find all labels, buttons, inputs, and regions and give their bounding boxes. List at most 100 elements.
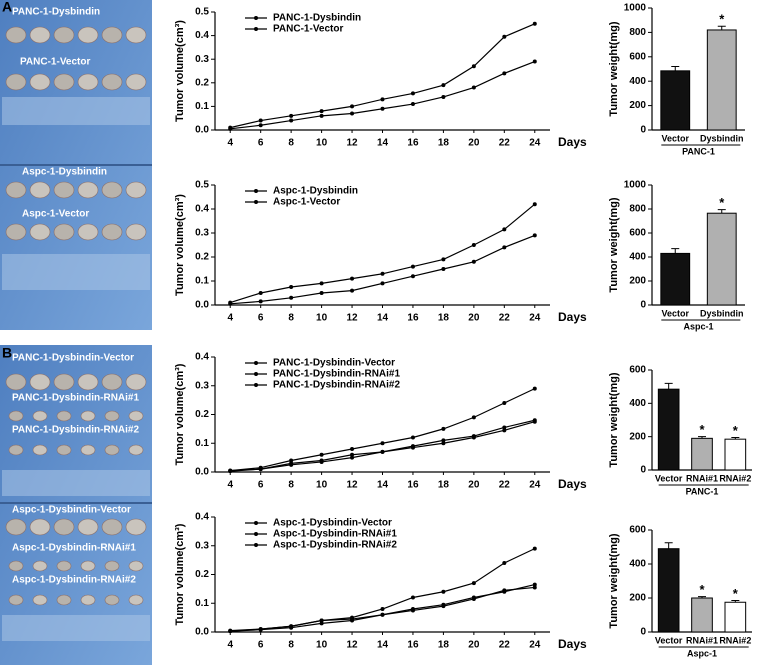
significance: * — [699, 582, 705, 597]
x-tick-label: 8 — [288, 480, 294, 491]
error-bar — [664, 382, 673, 390]
x-tick-label: 18 — [438, 313, 450, 324]
photo-label: PANC-1-Dysbindin — [12, 7, 100, 18]
series-point — [380, 97, 385, 102]
legend-label: PANC-1-Dysbindin-RNAi#1 — [273, 369, 400, 380]
x-tick-label: 12 — [346, 640, 358, 651]
tumor — [104, 444, 120, 456]
x-tick-label: 20 — [468, 480, 480, 491]
tumor — [29, 518, 51, 536]
y-tick-label: 0.2 — [195, 409, 209, 420]
series-point — [441, 441, 446, 446]
tumor — [125, 223, 147, 241]
series-point — [532, 233, 537, 238]
series-point — [502, 227, 507, 232]
series-point — [350, 111, 355, 116]
bar — [660, 252, 691, 306]
y-tick-label: 1000 — [624, 3, 647, 14]
y-tick-label: 600 — [629, 228, 646, 239]
x-tick-label: 20 — [468, 138, 480, 149]
legend-label: Aspc-1-Dysbindin-RNAi#2 — [273, 540, 397, 551]
x-tick-label: Vector — [661, 308, 689, 318]
tumor — [32, 594, 48, 606]
series-point — [258, 299, 263, 304]
tumor — [101, 223, 123, 241]
legend-marker — [254, 189, 258, 193]
tumor — [5, 518, 27, 536]
series-point — [410, 91, 415, 96]
legend-label: Aspc-1-Vector — [273, 197, 340, 208]
x-tick-label: 16 — [407, 313, 419, 324]
x-tick-label: 16 — [407, 640, 419, 651]
series-line — [230, 419, 535, 472]
series-point — [380, 607, 385, 611]
series-point — [319, 621, 324, 626]
tumor — [101, 373, 123, 391]
series-point — [380, 271, 385, 276]
bar — [660, 70, 691, 131]
y-tick-label: 0.4 — [195, 512, 209, 523]
x-tick-label: 12 — [346, 480, 358, 491]
tumor — [53, 26, 75, 44]
y-tick-label: 200 — [629, 593, 646, 604]
y-tick-label: 0.1 — [195, 276, 209, 287]
y-axis-label: Tumor volume(cm³) — [174, 363, 186, 465]
series-point — [380, 106, 385, 111]
series-point — [289, 295, 294, 300]
bar — [657, 548, 680, 633]
error-bar — [671, 248, 680, 254]
tumor — [29, 223, 51, 241]
y-tick-label: 0 — [640, 627, 646, 638]
series-point — [319, 618, 324, 623]
x-tick-label: 4 — [227, 640, 233, 651]
legend-marker — [254, 543, 258, 547]
series-point — [228, 629, 233, 634]
series-point — [289, 113, 294, 118]
series-point — [471, 596, 476, 601]
series-point — [319, 113, 324, 118]
tumor — [32, 444, 48, 456]
tumor — [104, 560, 120, 572]
x-tick-label: Dysbindin — [700, 133, 744, 143]
x-tick-label: 10 — [316, 313, 328, 324]
x-tick-label: Vector — [661, 133, 689, 143]
x-tick-label: 8 — [288, 640, 294, 651]
series-point — [532, 419, 537, 424]
ruler — [2, 97, 150, 125]
x-tick-label: 16 — [407, 480, 419, 491]
series-point — [502, 34, 507, 39]
y-tick-label: 200 — [629, 100, 646, 111]
series-point — [410, 102, 415, 107]
tumor — [77, 373, 99, 391]
series-point — [319, 452, 324, 457]
x-tick-label: 4 — [227, 313, 233, 324]
y-tick-label: 0.0 — [195, 627, 209, 638]
tumor — [128, 444, 144, 456]
legend-label: Aspc-1-Dysbindin-RNAi#1 — [273, 529, 397, 540]
x-tick-label: 18 — [438, 138, 450, 149]
tumor — [53, 73, 75, 91]
tumor — [5, 73, 27, 91]
series-point — [258, 123, 263, 128]
series-point — [532, 386, 537, 391]
x-tick-label: 4 — [227, 138, 233, 149]
significance: * — [719, 12, 725, 27]
tumor — [53, 223, 75, 241]
x-tick-label: 24 — [529, 480, 541, 491]
tumor — [125, 181, 147, 199]
panel-letter: B — [2, 345, 12, 361]
tumor — [29, 181, 51, 199]
legend-marker — [254, 27, 258, 31]
series-point — [502, 561, 507, 565]
group-label: Aspc-1 — [683, 321, 713, 331]
series-point — [319, 109, 324, 114]
ruler — [2, 615, 150, 641]
ruler — [2, 254, 150, 290]
series-point — [471, 64, 476, 69]
series-point — [380, 449, 385, 454]
series-point — [441, 267, 446, 271]
legend-label: PANC-1-Dysbindin-Vector — [273, 358, 395, 369]
x-axis-label: Days — [558, 135, 587, 149]
tumor — [125, 373, 147, 391]
ruler — [2, 470, 150, 496]
